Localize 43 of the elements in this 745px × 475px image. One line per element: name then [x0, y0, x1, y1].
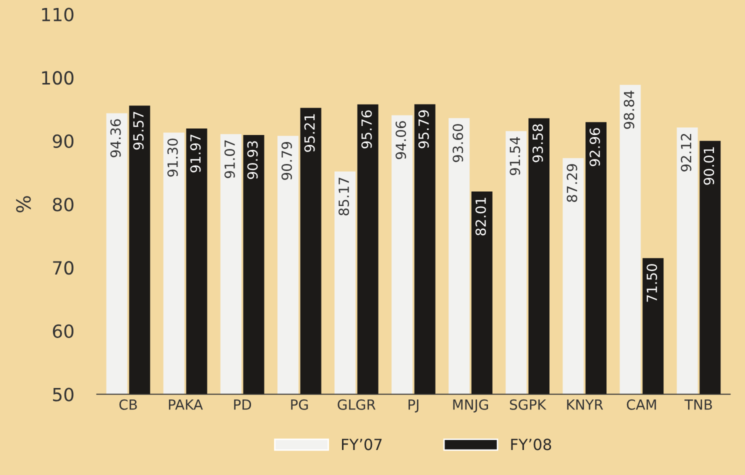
x-tick-label: GLGR — [338, 399, 376, 410]
data-label: 98.84 — [624, 90, 634, 129]
data-label: 82.01 — [475, 198, 486, 236]
y-tick-label: 60 — [52, 324, 74, 338]
y-tick-label: 110 — [42, 8, 74, 22]
data-label: 92.12 — [680, 134, 692, 172]
data-label: 91.30 — [167, 138, 178, 177]
data-label: 87.29 — [566, 164, 578, 202]
legend-label: FY’07 — [342, 438, 382, 450]
x-tick-label: PG — [291, 399, 308, 410]
y-axis-title: % — [16, 196, 31, 212]
y-tick-label: 90 — [52, 134, 74, 148]
data-label: 90.01 — [704, 147, 714, 185]
x-tick-label: CB — [119, 399, 137, 410]
data-label: 95.76 — [361, 110, 372, 148]
x-tick-label: KNYR — [567, 400, 604, 410]
data-label: 71.50 — [646, 264, 658, 302]
x-tick-label: PD — [234, 400, 252, 410]
legend-label: FY’08 — [511, 438, 552, 450]
data-label: 94.36 — [110, 119, 121, 158]
y-tick-label: 100 — [42, 71, 74, 85]
data-label: 95.21 — [304, 114, 315, 152]
data-label: 85.17 — [338, 178, 350, 216]
data-label: 93.60 — [452, 124, 464, 162]
data-label: 94.06 — [396, 121, 406, 160]
data-label: 91.97 — [190, 134, 201, 172]
data-label: 93.58 — [532, 124, 544, 162]
x-tick-label: PAKA — [168, 400, 203, 410]
data-label: 91.54 — [510, 137, 520, 176]
x-tick-label: CAM — [626, 399, 656, 410]
data-label: 95.79 — [418, 110, 429, 148]
x-tick-label: MNJG — [453, 399, 488, 412]
x-tick-label: SGPK — [510, 399, 546, 410]
data-label: 92.96 — [590, 128, 600, 166]
data-label: 91.07 — [224, 140, 235, 178]
y-tick-label: 50 — [53, 388, 74, 402]
data-label: 95.57 — [133, 112, 144, 150]
x-tick-label: PJ — [408, 400, 418, 412]
x-tick-label: TNB — [684, 400, 712, 410]
data-label: 90.93 — [247, 141, 258, 179]
y-tick-label: 70 — [53, 261, 74, 275]
data-label: 90.79 — [281, 142, 292, 180]
y-tick-label: 80 — [52, 198, 74, 212]
